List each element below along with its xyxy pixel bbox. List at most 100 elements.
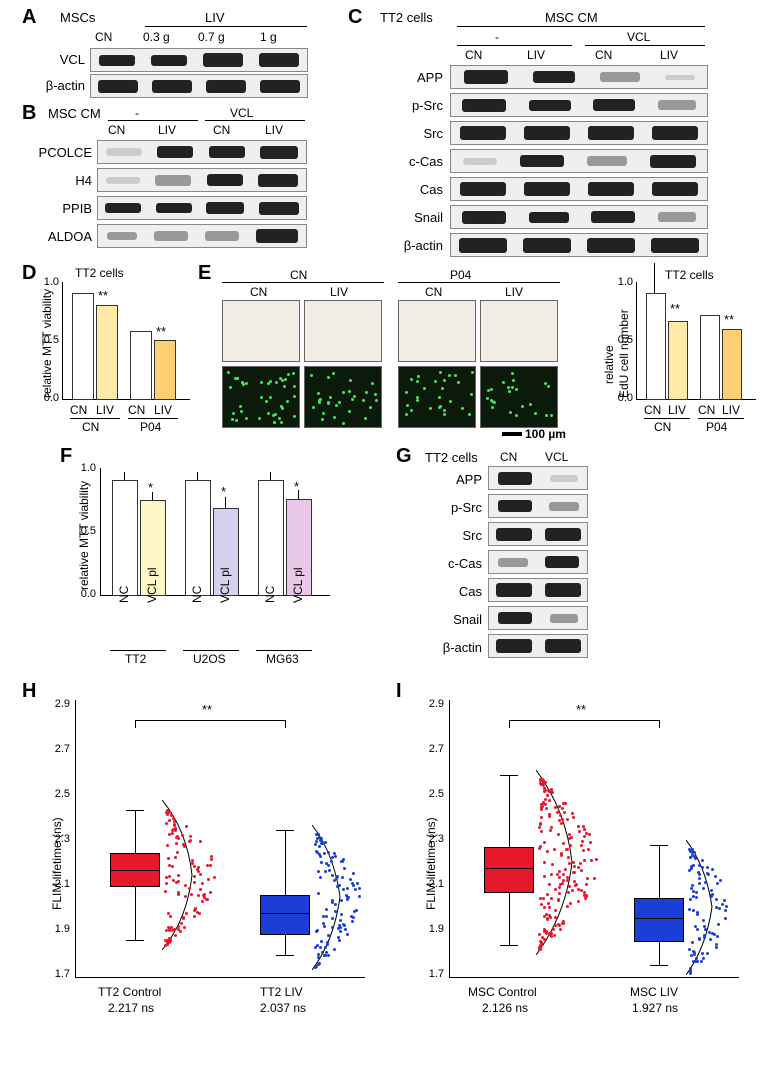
f-sig2: * (221, 484, 226, 499)
i-sigbar (509, 720, 659, 721)
e-img-tl-3 (480, 300, 558, 362)
f-out-u2os: U2OS (193, 652, 226, 666)
e-g-cn2: CN (698, 403, 715, 417)
e-img-tl-0 (222, 300, 300, 362)
d-sig1: ** (98, 288, 108, 303)
h-xl1a: TT2 Control (98, 985, 161, 999)
d-sig2: ** (156, 324, 166, 339)
e-t05: 0.5 (609, 334, 633, 346)
f-x5: VCL pl (291, 567, 305, 603)
d-bar-2 (130, 331, 152, 400)
e-img-dk-1 (304, 366, 382, 428)
f-x0: NC (117, 586, 131, 603)
f-gb3 (256, 650, 312, 651)
blot-g-psrc (488, 494, 588, 518)
h-t23: 2.3 (46, 833, 70, 845)
f-t1: 1.0 (72, 462, 96, 474)
d-out-p04: P04 (140, 420, 161, 434)
label-A: A (22, 6, 36, 29)
g-cas: Cas (432, 584, 482, 599)
h-whcap1t (126, 810, 144, 811)
e-out-cn2: CN (654, 420, 671, 434)
c-cn2: CN (595, 48, 612, 62)
c-src: Src (388, 126, 443, 141)
h-sigbar (135, 720, 285, 721)
d-t1: 1.0 (35, 276, 59, 288)
e-title: TT2 cells (665, 268, 714, 282)
i-t23: 2.3 (420, 833, 444, 845)
h-sig: ** (202, 702, 212, 717)
mscs-label: MSCs (60, 10, 95, 25)
hline-b-dash (108, 120, 198, 121)
c-msccm: MSC CM (545, 10, 598, 25)
i-med1 (484, 868, 534, 869)
g-vcl: VCL (545, 450, 568, 464)
e-hl-cn (222, 282, 384, 283)
i-xl1b: 2.126 ns (482, 1001, 528, 1015)
g-bactin: β-actin (432, 640, 482, 655)
blot-c-cas (450, 177, 708, 201)
b-liv1: LIV (158, 123, 176, 137)
h-box2 (260, 895, 310, 935)
f-x3: VCL pl (218, 567, 232, 603)
i-scatter1 (538, 775, 602, 950)
e-gb2 (698, 418, 744, 419)
d-g-liv2: LIV (154, 403, 172, 417)
e-liv2: LIV (505, 285, 523, 299)
i-box2 (634, 898, 684, 942)
g-cn: CN (500, 450, 517, 464)
h-t29: 2.9 (46, 698, 70, 710)
e-img-dk-2 (398, 366, 476, 428)
f-sig1: * (148, 480, 153, 495)
i-t29: 2.9 (420, 698, 444, 710)
d-title: TT2 cells (75, 266, 124, 280)
i-t21: 2.1 (420, 878, 444, 890)
d-out-cn: CN (82, 420, 99, 434)
a-g07: 0.7 g (198, 30, 225, 44)
e-ylabel2: EdU cell number (617, 309, 631, 398)
i-whcap1b (500, 945, 518, 946)
liv-label-a: LIV (205, 10, 225, 25)
c-bactin: β-actin (388, 238, 443, 253)
c-tt2: TT2 cells (380, 10, 433, 25)
d-g-liv1: LIV (96, 403, 114, 417)
h-t21: 2.1 (46, 878, 70, 890)
h-med2 (260, 913, 310, 914)
f-out-tt2: TT2 (125, 652, 146, 666)
hline-c-msccm (457, 26, 705, 27)
f-e0 (124, 472, 125, 480)
e-hl-p04 (398, 282, 560, 283)
c-cas: Cas (388, 182, 443, 197)
b-vcl-h: VCL (230, 106, 253, 120)
i-xl1a: MSC Control (468, 985, 537, 999)
e-img-tl-2 (398, 300, 476, 362)
b-msccm: MSC CM (48, 106, 101, 121)
e-cn1: CN (250, 285, 267, 299)
i-box1 (484, 847, 534, 893)
e-bar-2 (700, 315, 720, 400)
f-e2 (197, 472, 198, 480)
c-app: APP (388, 70, 443, 85)
h-ylabel: FLIM lifetime (ns) (50, 817, 64, 910)
h-t27: 2.7 (46, 743, 70, 755)
i-sig: ** (576, 702, 586, 717)
figure: A MSCs LIV CN 0.3 g 0.7 g 1 g VCL β-acti… (0, 0, 778, 1067)
h-xl2b: 2.037 ns (260, 1001, 306, 1015)
i-whcap2b (650, 965, 668, 966)
f-t0: 0.0 (72, 588, 96, 600)
blot-c-snail (450, 205, 708, 229)
e-out-p04: P04 (450, 268, 471, 282)
label-G: G (396, 445, 412, 468)
f-gb2 (183, 650, 239, 651)
label-C: C (348, 6, 362, 29)
blot-g-cas (488, 578, 588, 602)
e-sig1: ** (670, 301, 680, 316)
e-ylabel1: relative (602, 345, 616, 384)
f-bar-4 (258, 480, 284, 596)
d-gb1 (70, 418, 120, 419)
blot-b-ppib (97, 196, 307, 220)
b-dash: - (135, 106, 139, 120)
e-g-cn1: CN (644, 403, 661, 417)
g-app: APP (432, 472, 482, 487)
i-whcap2t (650, 845, 668, 846)
